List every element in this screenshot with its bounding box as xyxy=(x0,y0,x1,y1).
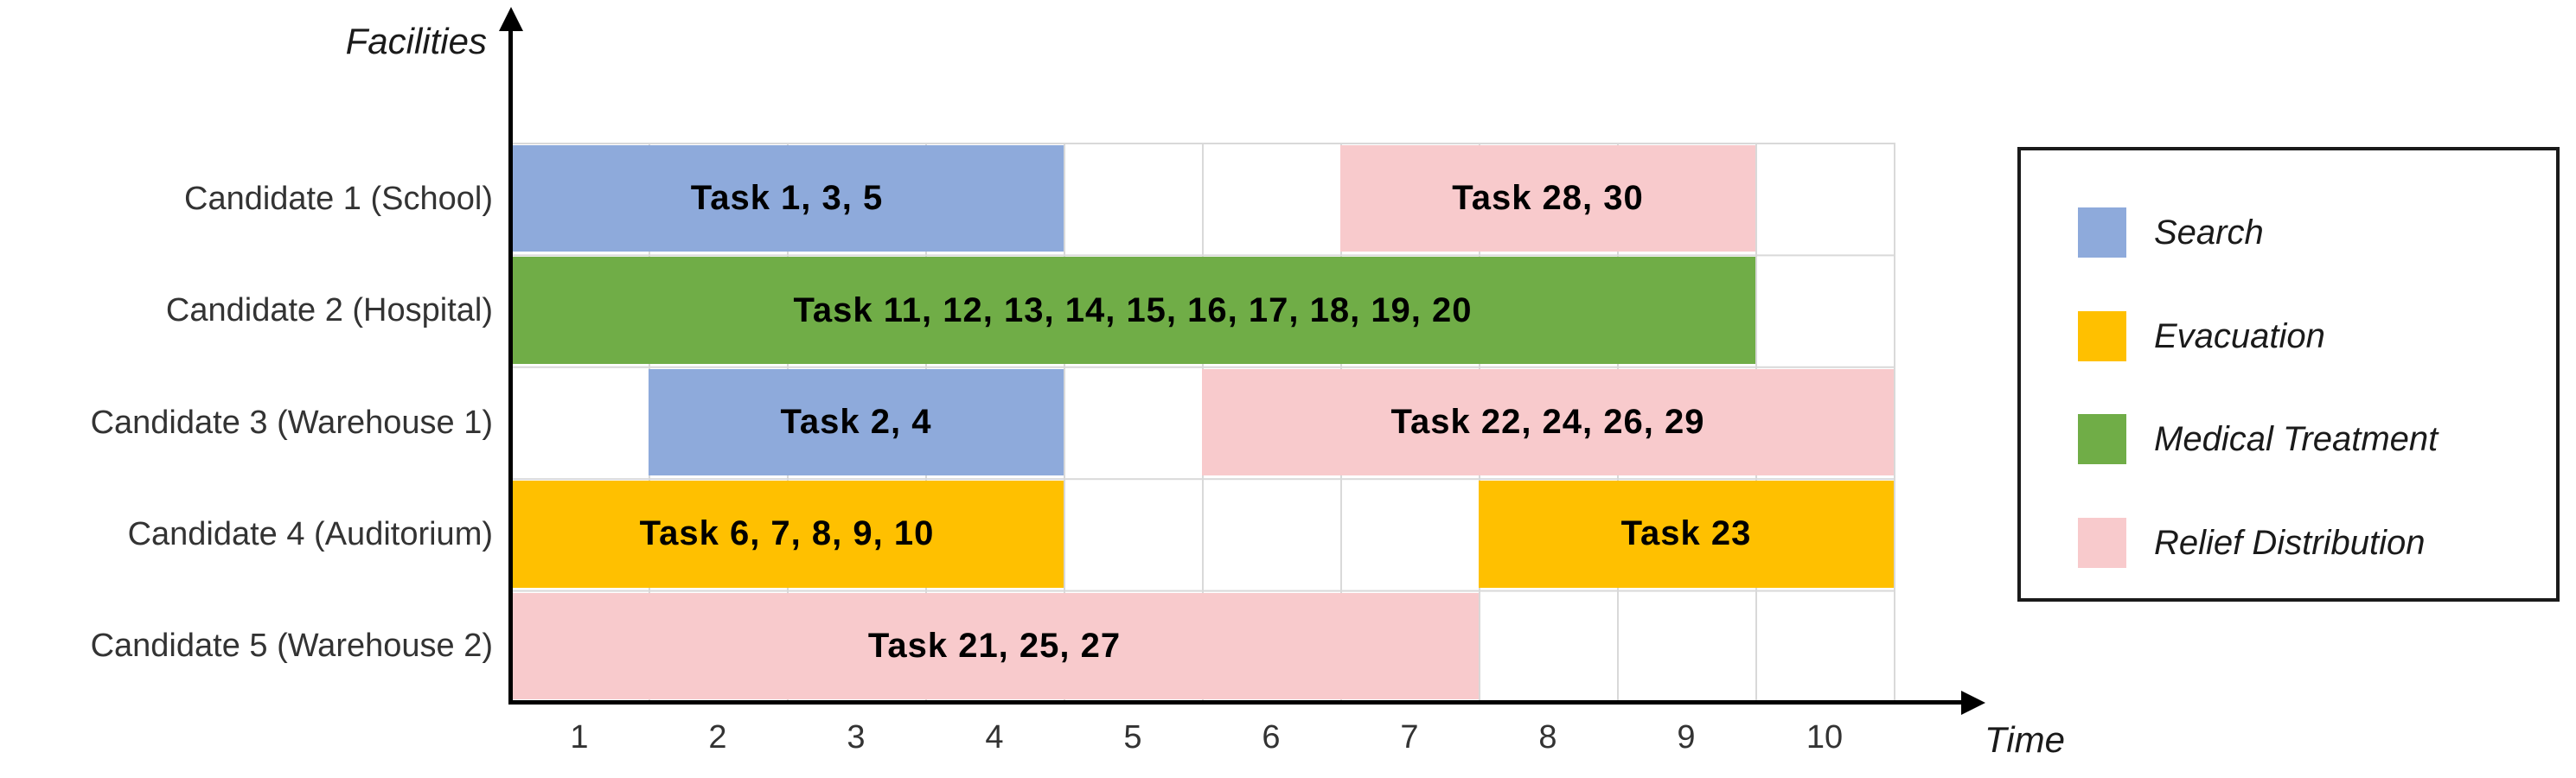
x-axis-arrow-icon xyxy=(1961,691,1985,715)
legend-swatch-icon xyxy=(2078,310,2126,361)
task-bar: Task 2, 4 xyxy=(649,368,1064,476)
legend-label: Relief Distribution xyxy=(2154,523,2426,562)
facility-label: Candidate 4 (Auditorium) xyxy=(127,515,493,552)
x-tick-label: 1 xyxy=(570,719,589,756)
x-tick-label: 4 xyxy=(985,719,1004,756)
x-tick-label: 6 xyxy=(1262,719,1281,756)
legend-swatch-icon xyxy=(2078,414,2126,464)
legend-label: Evacuation xyxy=(2154,316,2325,355)
task-bar: Task 11, 12, 13, 14, 15, 16, 17, 18, 19,… xyxy=(510,257,1755,364)
legend: Search Evacuation Medical Treatment Relief … xyxy=(2017,147,2560,602)
task-bar: Task 1, 3, 5 xyxy=(510,145,1064,252)
chart-grid: Task 1, 3, 5 Task 28, 30 Task 11, 12, 13, … xyxy=(510,143,1895,702)
legend-label: Search xyxy=(2154,214,2264,252)
task-bar: Task 22, 24, 26, 29 xyxy=(1202,368,1894,476)
facility-label: Candidate 5 (Warehouse 2) xyxy=(90,628,493,665)
x-tick-label: 10 xyxy=(1806,719,1844,756)
y-axis-line xyxy=(508,29,513,702)
legend-swatch-icon xyxy=(2078,207,2126,258)
facility-label: Candidate 2 (Hospital) xyxy=(165,292,493,329)
facility-label: Candidate 1 (School) xyxy=(184,180,493,217)
task-bar: Task 6, 7, 8, 9, 10 xyxy=(510,481,1064,588)
x-tick-label: 5 xyxy=(1123,719,1142,756)
x-tick-label: 3 xyxy=(847,719,866,756)
x-axis-line xyxy=(508,700,1965,705)
x-axis-title: Time xyxy=(1985,719,2065,760)
task-bar: Task 23 xyxy=(1479,481,1894,588)
y-axis-arrow-icon xyxy=(499,7,523,31)
task-bar: Task 28, 30 xyxy=(1340,145,1755,252)
legend-label: Medical Treatment xyxy=(2154,420,2439,458)
facility-label: Candidate 3 (Warehouse 1) xyxy=(90,404,493,441)
x-tick-label: 7 xyxy=(1400,719,1419,756)
x-tick-label: 8 xyxy=(1538,719,1557,756)
x-tick-label: 9 xyxy=(1677,719,1696,756)
task-bar: Task 21, 25, 27 xyxy=(510,592,1479,699)
legend-swatch-icon xyxy=(2078,517,2126,568)
x-tick-label: 2 xyxy=(708,719,727,756)
y-axis-title: Facilities xyxy=(345,21,487,61)
